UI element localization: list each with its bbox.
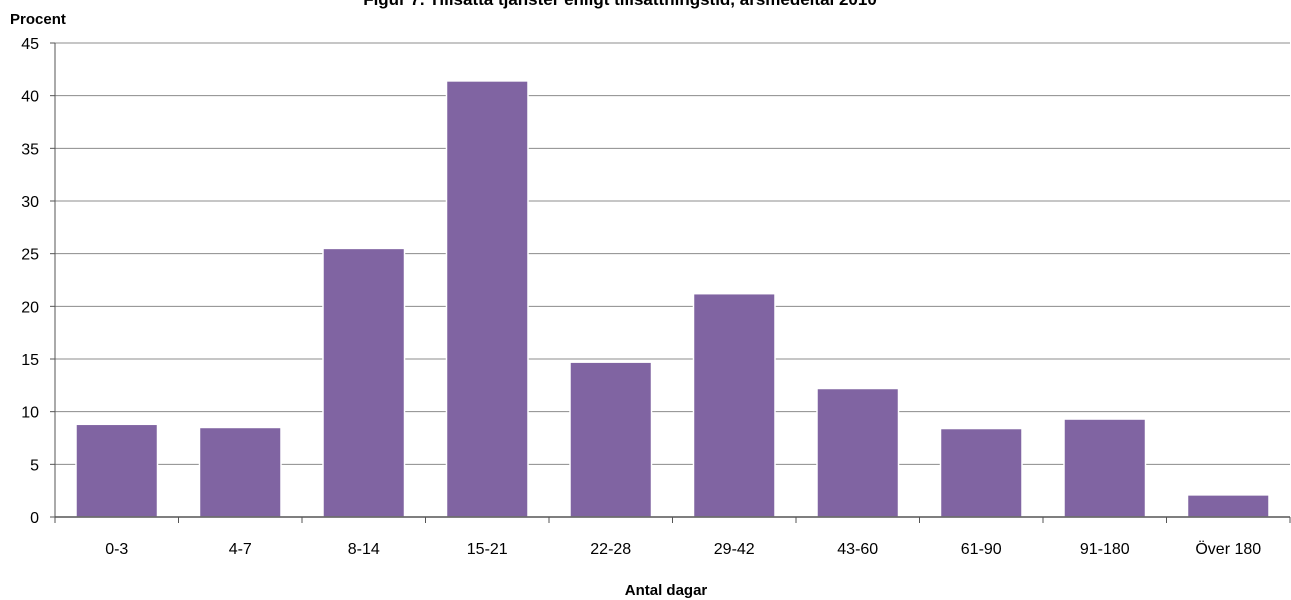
bar — [322, 247, 406, 518]
y-tick-label: 35 — [21, 141, 39, 158]
y-tick-label: 25 — [21, 247, 39, 264]
x-tick-label: 91-180 — [1080, 541, 1130, 558]
x-tick-label: 15-21 — [467, 541, 508, 558]
y-tick-label: 20 — [21, 299, 39, 316]
x-axis-ticks: 0-3 4-7 8-14 15-21 22-28 29-42 43-60 61-90 91-18… — [54, 517, 1291, 558]
bar — [1063, 418, 1147, 518]
x-tick-label: 61-90 — [961, 541, 1002, 558]
y-tick-label: 30 — [21, 194, 39, 211]
x-tick-label: 43-60 — [837, 541, 878, 558]
bar — [1186, 494, 1270, 518]
x-tick-label: Över 180 — [1195, 540, 1261, 558]
y-tick-label: 40 — [21, 89, 39, 106]
x-axis-label: Antal dagar — [625, 582, 708, 599]
chart-title: Figur 7. Tillsatta tjänster enligt tills… — [363, 0, 877, 9]
bar — [939, 427, 1023, 518]
bar — [569, 361, 653, 518]
x-tick-label: 22-28 — [590, 541, 631, 558]
bar — [198, 426, 282, 518]
gridlines — [55, 42, 1290, 465]
y-tick-label: 0 — [30, 510, 39, 527]
bar — [75, 423, 159, 518]
y-axis-ticks: 0 5 10 15 20 25 30 35 40 45 — [21, 36, 55, 527]
bars — [75, 80, 1270, 518]
y-tick-label: 45 — [21, 36, 39, 53]
y-axis-label: Procent — [10, 11, 66, 28]
x-tick-label: 29-42 — [714, 541, 755, 558]
x-tick-label: 0-3 — [105, 541, 128, 558]
y-tick-label: 5 — [30, 457, 39, 474]
y-tick-label: 10 — [21, 405, 39, 422]
bar — [816, 387, 900, 518]
bar — [692, 292, 776, 518]
bar — [445, 80, 529, 518]
y-tick-label: 15 — [21, 352, 39, 369]
x-tick-label: 8-14 — [348, 541, 380, 558]
x-tick-label: 4-7 — [229, 541, 252, 558]
